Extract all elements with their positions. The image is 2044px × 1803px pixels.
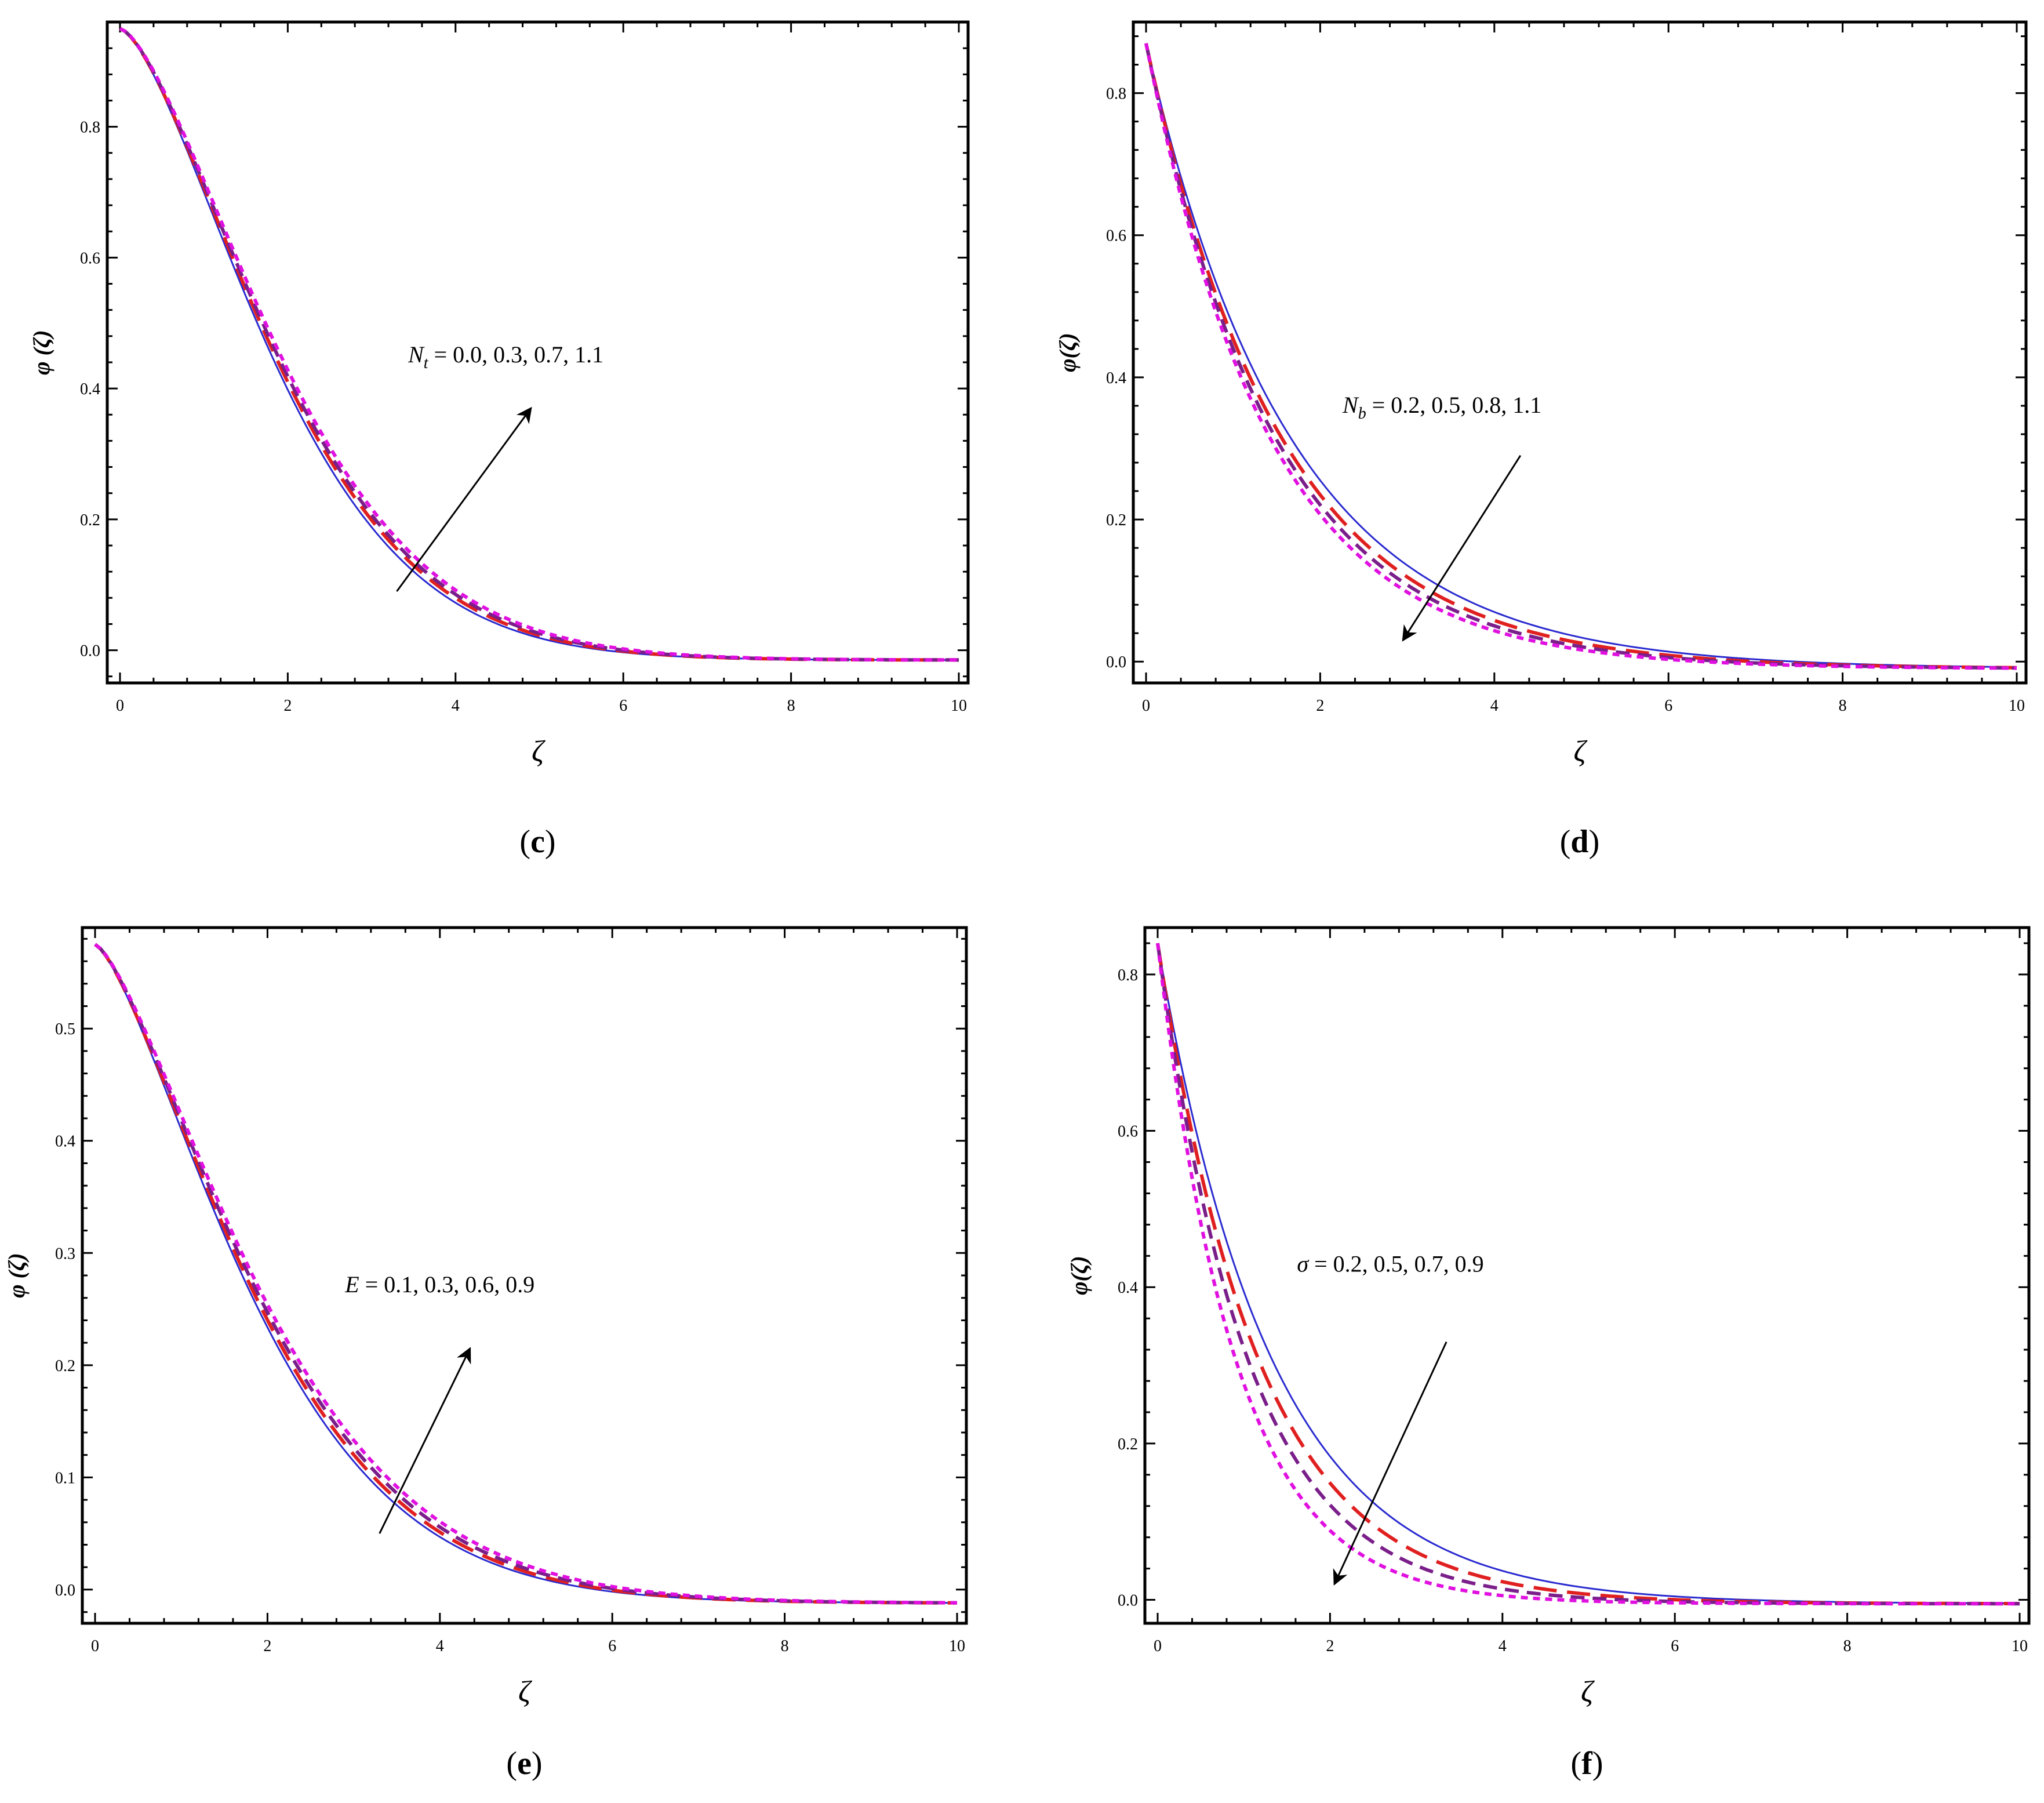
y-tick-label: 0.6 (80, 249, 100, 267)
annotation-arrow (379, 1347, 471, 1534)
x-tick-label: 4 (452, 697, 460, 715)
panel-caption: (d) (1560, 824, 1599, 860)
chart-panel-c: 0 2 4 6 8 10 0.0 0.2 0.4 0.6 0.8 ζ φ (ζ) Nt = 0.0, 0.… (28, 20, 970, 860)
x-tick-label: 6 (619, 697, 627, 715)
y-tick-label: 0.0 (55, 1582, 75, 1600)
panel-caption: (e) (506, 1746, 542, 1782)
x-tick-label: 2 (263, 1637, 271, 1655)
y-axis-label: φ(ζ) (1066, 1256, 1092, 1295)
y-tick-label: 0.4 (1106, 369, 1126, 387)
series-line-0.5 (1156, 943, 2020, 1606)
x-tick-label: 0 (91, 1637, 99, 1655)
y-tick-label: 0.0 (1106, 653, 1126, 671)
x-tick-label: 4 (436, 1637, 444, 1655)
x-tick-label: 0 (1154, 1637, 1162, 1655)
x-axis-label: ζ (518, 1675, 532, 1709)
x-axis-label: ζ (1581, 1675, 1595, 1709)
series-line-0.7 (1156, 943, 2020, 1606)
y-tick-label: 0.6 (1118, 1123, 1138, 1141)
x-tick-label: 2 (1316, 697, 1324, 715)
x-tick-label: 6 (608, 1637, 616, 1655)
y-axis-label: φ (ζ) (28, 330, 54, 375)
series-line-0.2 (1156, 943, 2020, 1605)
annotation-label: Nb = 0.2, 0.5, 0.8, 1.1 (1342, 392, 1541, 423)
y-tick-label: 0.2 (1106, 511, 1126, 529)
annotation-arrow (396, 406, 532, 592)
y-tick-label: 0.4 (80, 380, 100, 398)
annotation-symbol: σ (1297, 1251, 1309, 1277)
y-tick-label: 0.4 (55, 1133, 75, 1151)
x-tick-label: 8 (787, 697, 795, 715)
x-tick-label: 10 (2009, 697, 2025, 715)
chart-panel-f: 0 2 4 6 8 10 0.0 0.2 0.4 0.6 0.8 ζ φ(ζ) σ = 0.2, 0.5,… (1066, 926, 2031, 1782)
x-tick-label: 0 (1142, 697, 1150, 715)
series-line-0.3 (94, 943, 957, 1605)
x-axis-label: ζ (1573, 735, 1587, 768)
y-tick-label: 0.0 (80, 642, 100, 660)
annotation-subscript: t (424, 354, 429, 372)
x-tick-label: 2 (283, 697, 292, 715)
x-tick-label: 2 (1326, 1637, 1334, 1655)
series-line-0.5 (1144, 43, 2017, 670)
plot-frame (1143, 926, 2031, 1625)
annotation-symbol: N (1342, 392, 1359, 418)
x-tick-label: 8 (1843, 1637, 1852, 1655)
y-tick-label: 0.1 (55, 1469, 75, 1487)
annotation-label: σ = 0.2, 0.5, 0.7, 0.9 (1297, 1251, 1483, 1277)
x-tick-label: 8 (1839, 697, 1847, 715)
annotation-arrow (1333, 1341, 1447, 1586)
y-tick-label: 0.8 (80, 119, 100, 137)
x-tick-label: 4 (1490, 697, 1499, 715)
panel-caption: (c) (519, 824, 555, 860)
annotation-label: E = 0.1, 0.3, 0.6, 0.9 (344, 1271, 534, 1297)
series-line-0.9 (1156, 943, 2020, 1606)
chart-panel-e: 0 2 4 6 8 10 0.0 0.1 0.2 0.3 0.4 0.5 ζ φ (ζ) E = 0.1, … (3, 926, 968, 1782)
y-tick-label: 0.3 (55, 1245, 75, 1263)
plot-frame (1132, 20, 2028, 685)
y-tick-label: 0.6 (1106, 227, 1126, 245)
series-line-0.6 (94, 943, 957, 1605)
x-tick-label: 10 (2012, 1637, 2028, 1655)
x-tick-label: 0 (116, 697, 124, 715)
annotation-values: = 0.1, 0.3, 0.6, 0.9 (359, 1271, 535, 1297)
y-tick-label: 0.2 (80, 511, 100, 529)
y-axis-label: φ(ζ) (1054, 333, 1081, 372)
plot-frame (106, 20, 970, 685)
x-tick-label: 10 (949, 1637, 965, 1655)
y-tick-label: 0.8 (1106, 85, 1126, 103)
y-tick-label: 0.2 (55, 1357, 75, 1375)
y-tick-label: 0.5 (55, 1020, 75, 1038)
series-line-0.2 (1145, 43, 2017, 668)
x-tick-label: 10 (951, 697, 967, 715)
x-tick-label: 4 (1499, 1637, 1507, 1655)
annotation-symbol: N (408, 341, 425, 368)
annotation-values: = 0.2, 0.5, 0.8, 1.1 (1366, 392, 1542, 418)
annotation-arrow (1402, 455, 1522, 642)
series-line-0.8 (1144, 43, 2017, 670)
x-tick-label: 6 (1664, 697, 1672, 715)
panel-caption: (f) (1571, 1746, 1603, 1782)
y-tick-label: 0.0 (1118, 1592, 1138, 1610)
series-line-1.1 (1144, 43, 2017, 670)
annotation-subscript: b (1358, 405, 1366, 423)
y-tick-label: 0.8 (1118, 966, 1138, 984)
x-axis-label: ζ (532, 735, 545, 768)
annotation-values: = 0.0, 0.3, 0.7, 1.1 (428, 341, 604, 368)
x-tick-label: 6 (1671, 1637, 1679, 1655)
y-axis-label: φ (ζ) (3, 1253, 30, 1298)
y-tick-label: 0.2 (1118, 1435, 1138, 1453)
annotation-label: Nt = 0.0, 0.3, 0.7, 1.1 (408, 341, 603, 372)
chart-panel-d: 0 2 4 6 8 10 0.0 0.2 0.4 0.6 0.8 ζ φ(ζ) Nb = 0.2, 0.5… (1054, 20, 2028, 860)
x-tick-label: 8 (781, 1637, 789, 1655)
y-tick-label: 0.4 (1118, 1279, 1138, 1297)
annotation-values: = 0.2, 0.5, 0.7, 0.9 (1308, 1251, 1484, 1277)
annotation-symbol: E (344, 1271, 359, 1297)
series-line-1.1 (119, 27, 959, 662)
